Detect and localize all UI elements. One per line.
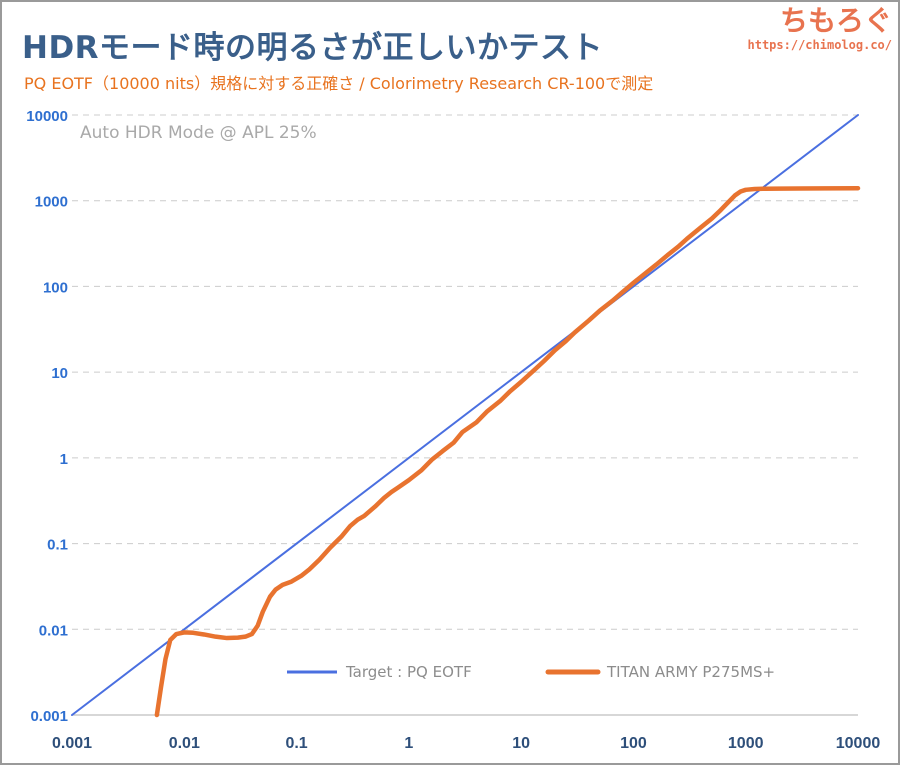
chart-title: HDRモード時の明るさが正しいかテスト xyxy=(22,30,604,66)
y-tick-label: 0.01 xyxy=(39,622,68,639)
x-tick-label: 1 xyxy=(404,735,413,752)
tick-layer: 0.001 0.01 0.1 1 10 100 1000 10000 0.001 0.01 0.1 1… xyxy=(26,108,880,752)
x-tick-label: 10000 xyxy=(836,735,881,752)
logo-url: https://chimolog.co/ xyxy=(747,38,893,52)
legend-label-measured: TITAN ARMY P275MS+ xyxy=(606,663,775,681)
y-tick-label: 10000 xyxy=(26,108,68,125)
logo-name: ちもろぐ xyxy=(779,4,892,37)
x-tick-label: 10 xyxy=(512,735,530,752)
series-layer xyxy=(71,114,861,718)
x-tick-label: 100 xyxy=(620,735,647,752)
y-tick-label: 1 xyxy=(60,451,68,468)
x-tick-label: 0.01 xyxy=(169,735,200,752)
y-tick-label: 0.1 xyxy=(47,537,68,554)
y-tick-label: 10 xyxy=(51,365,68,382)
site-logo: ちもろぐ https://chimolog.co/ xyxy=(748,4,893,52)
legend: Target : PQ EOTF TITAN ARMY P275MS+ xyxy=(287,663,775,681)
chart-annotation: Auto HDR Mode @ APL 25% xyxy=(80,123,317,143)
x-tick-label: 0.1 xyxy=(285,735,307,752)
x-tick-label: 0.001 xyxy=(52,735,92,752)
y-tick-label: 0.001 xyxy=(30,708,68,725)
series-line-target xyxy=(71,114,859,716)
y-tick-label: 1000 xyxy=(35,194,68,211)
y-tick-label: 100 xyxy=(43,279,68,296)
x-tick-label: 1000 xyxy=(728,735,764,752)
legend-label-target: Target : PQ EOTF xyxy=(345,663,472,681)
series-line-measured xyxy=(154,185,861,718)
chart-subtitle: PQ EOTF（10000 nits）規格に対する正確さ / Colorimet… xyxy=(24,74,654,93)
